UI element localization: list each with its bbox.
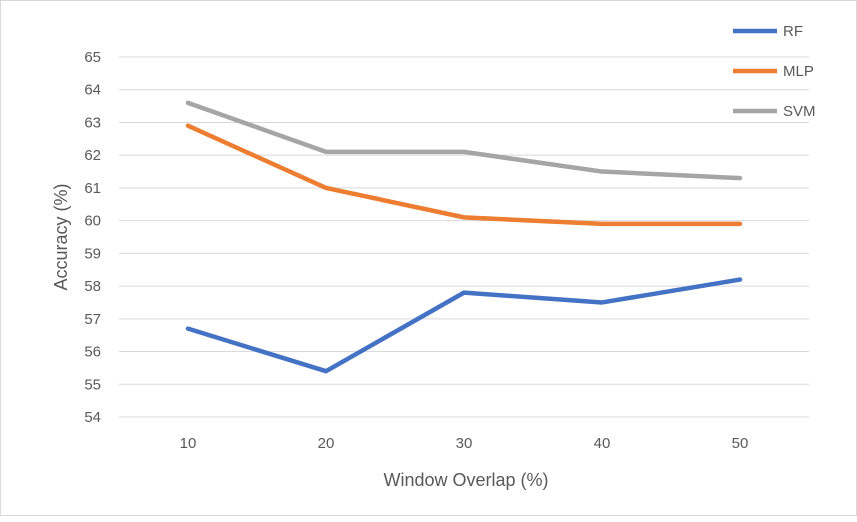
x-axis-title: Window Overlap (%) [383, 470, 548, 490]
legend: RF MLP SVM [733, 23, 816, 120]
y-tick-label-63: 63 [84, 114, 101, 131]
x-axis-ticks: 10 20 30 40 50 [180, 435, 749, 452]
gridlines [119, 56, 809, 418]
y-tick-label-55: 55 [84, 376, 101, 393]
series-line-mlp [185, 123, 743, 227]
y-tick-label-65: 65 [84, 49, 101, 66]
y-axis-title: Accuracy (%) [51, 183, 71, 290]
legend-label-rf: RF [783, 23, 803, 40]
y-tick-label-57: 57 [84, 311, 101, 328]
series-line-svm [185, 100, 743, 181]
y-tick-label-62: 62 [84, 147, 101, 164]
y-tick-label-58: 58 [84, 278, 101, 295]
y-axis-ticks: 54 55 56 57 58 59 60 61 62 63 64 65 [84, 49, 101, 426]
x-tick-label-20: 20 [318, 435, 335, 452]
y-tick-label-64: 64 [84, 82, 101, 99]
y-tick-label-59: 59 [84, 245, 101, 262]
y-tick-label-54: 54 [84, 409, 101, 426]
legend-label-mlp: MLP [783, 63, 814, 80]
x-tick-label-40: 40 [594, 435, 611, 452]
y-tick-label-56: 56 [84, 344, 101, 361]
series-line-rf [185, 277, 743, 374]
y-tick-label-60: 60 [84, 213, 101, 230]
x-tick-label-30: 30 [456, 435, 473, 452]
y-tick-label-61: 61 [84, 180, 101, 197]
x-tick-label-50: 50 [732, 435, 749, 452]
series-lines [185, 100, 743, 374]
legend-label-svm: SVM [783, 103, 816, 120]
x-tick-label-10: 10 [180, 435, 197, 452]
